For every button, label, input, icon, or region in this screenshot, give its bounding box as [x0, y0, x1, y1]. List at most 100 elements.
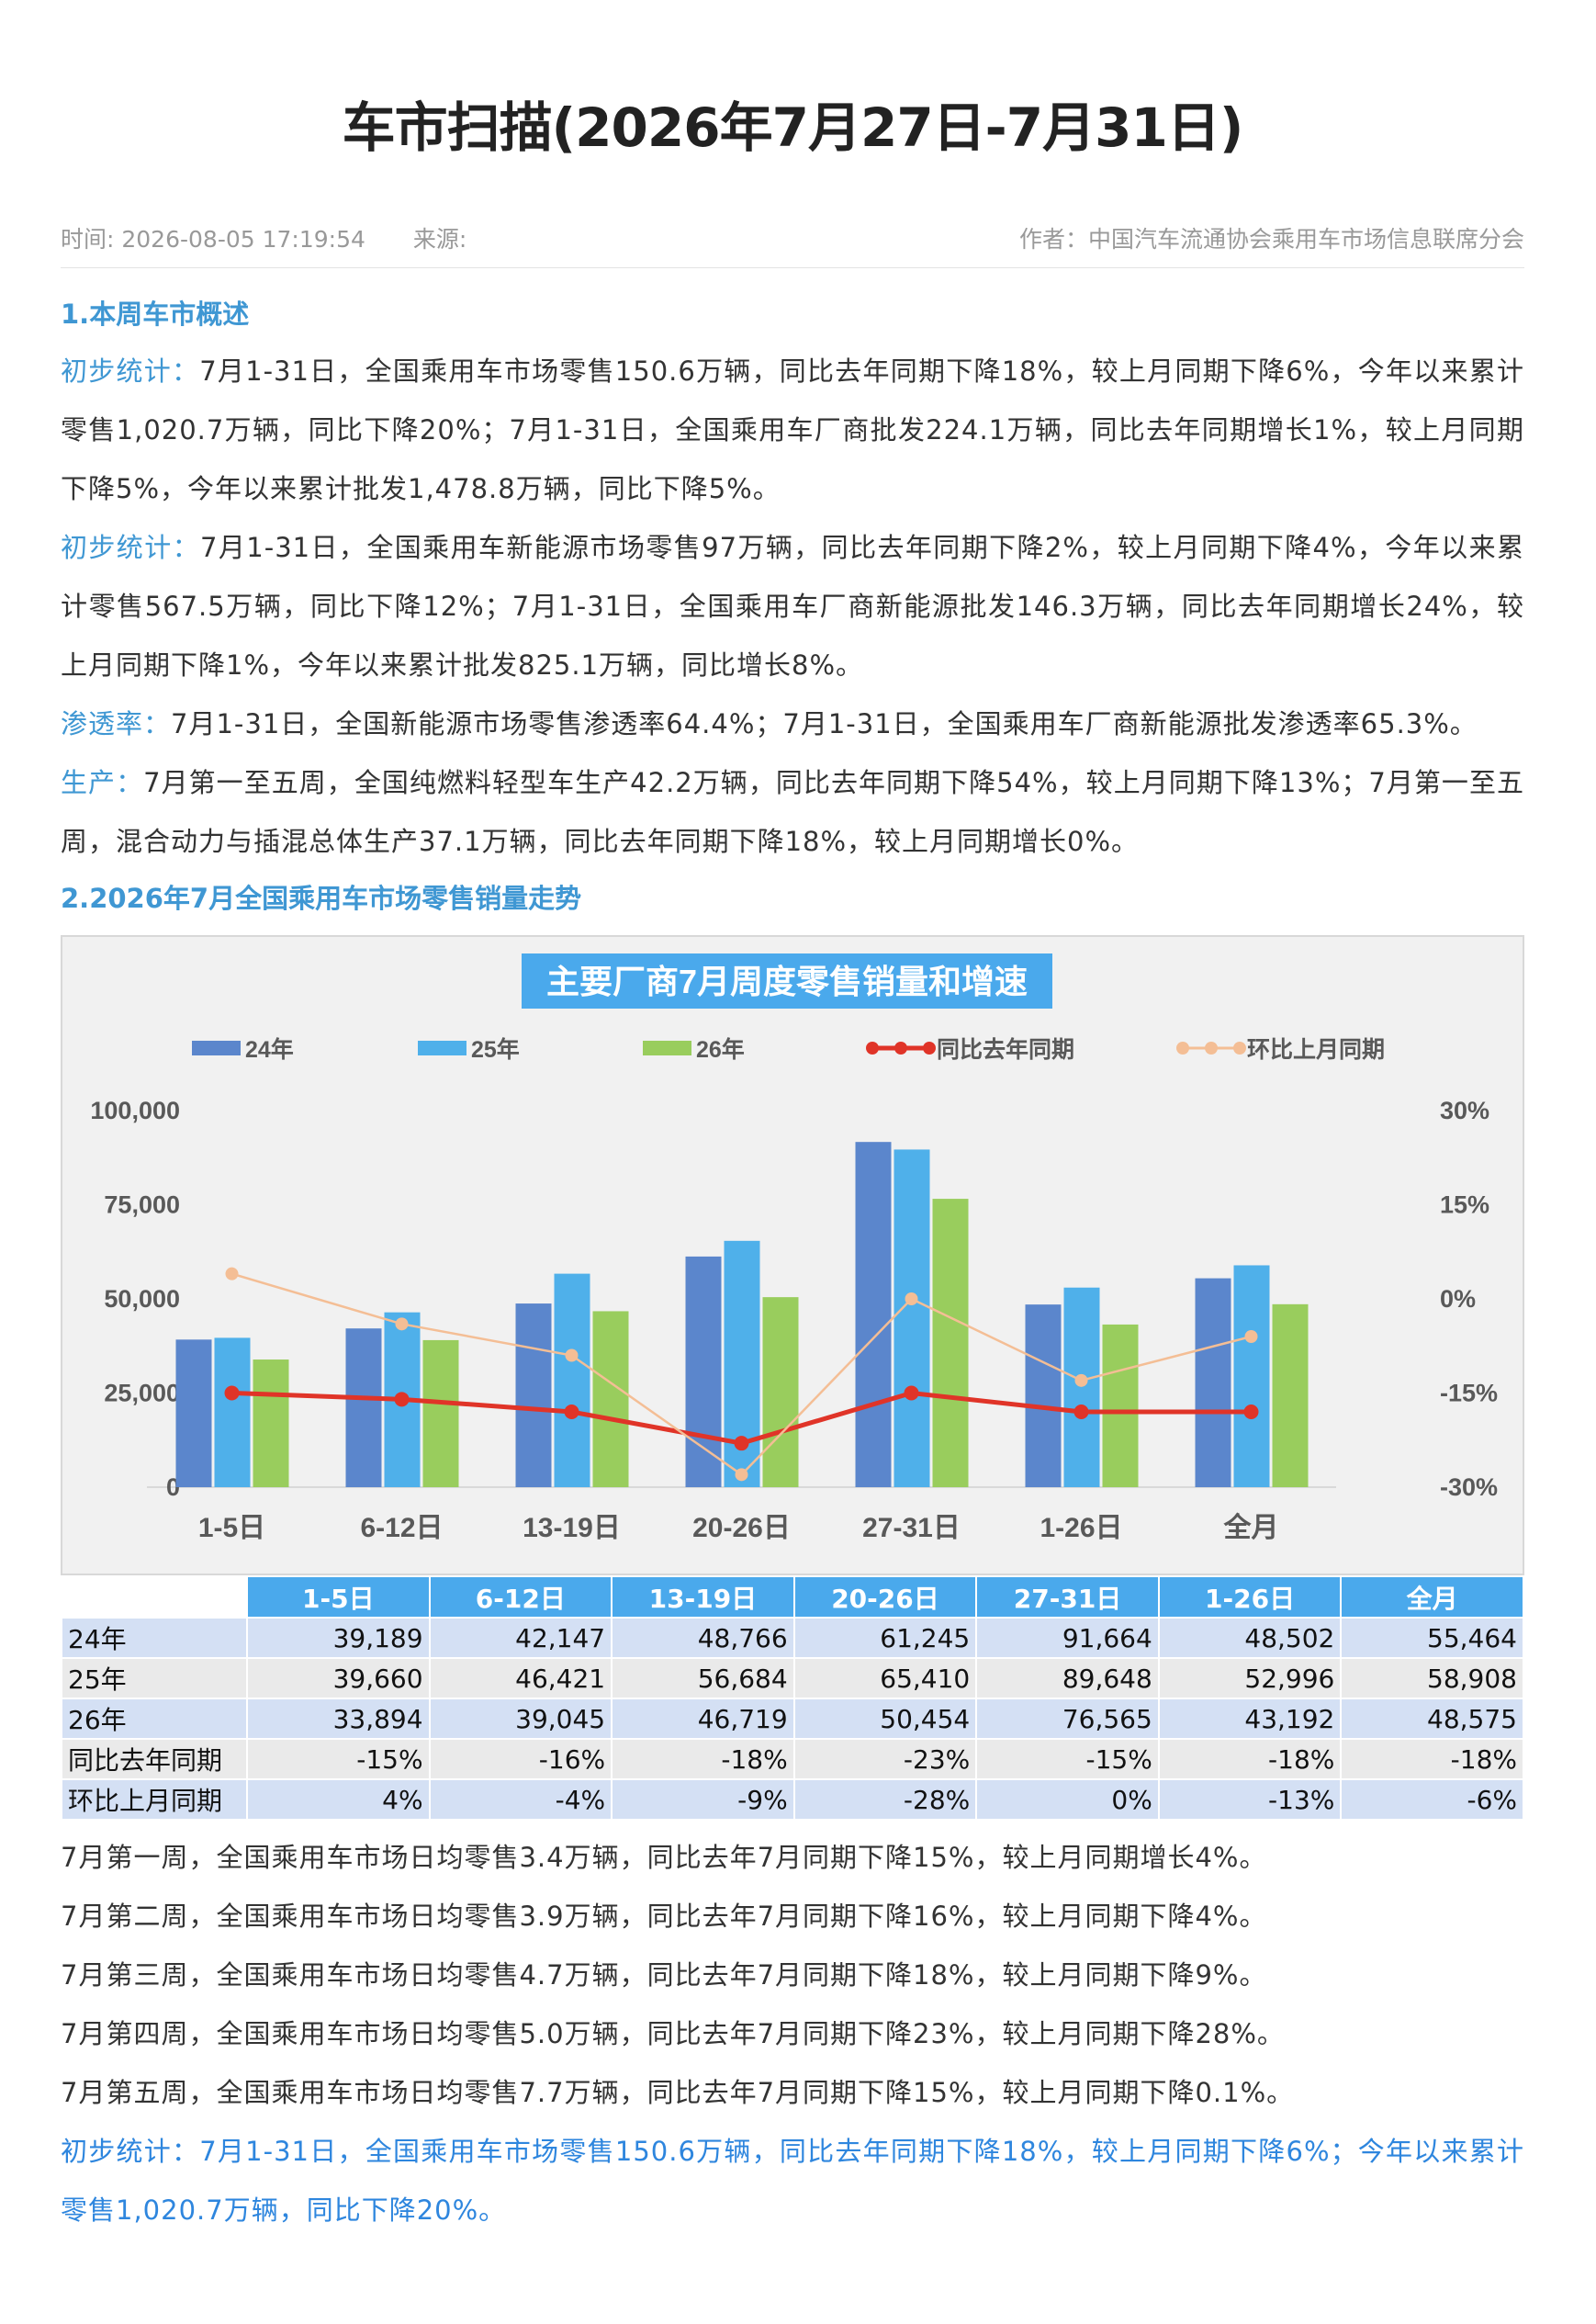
legend-label: 同比去年同期 [937, 1036, 1074, 1063]
table-cell: -15% [246, 1738, 431, 1780]
table-row-label: 环比上月同期 [61, 1778, 248, 1821]
page-title: 车市扫描(2026年7月27日-7月31日) [342, 96, 1244, 159]
legend-marker-环比上月同期 [1176, 1042, 1189, 1055]
table-cell: -18% [611, 1738, 795, 1780]
table-cell: 61,245 [792, 1617, 978, 1659]
x-tick-label: 1-5日 [198, 1513, 265, 1543]
bar-24年 [345, 1328, 382, 1487]
sales-chart: 主要厂商7月周度零售销量和增速 0 25,000 50,000 75,000 100,00… [61, 935, 1524, 1575]
table-cell: 55,464 [1340, 1617, 1524, 1659]
y-right-tick-label: 30% [1440, 1097, 1489, 1124]
table-cell: 65,410 [792, 1657, 978, 1699]
x-tick-label: 全月 [1223, 1512, 1279, 1543]
point-同比去年同期 [1243, 1405, 1259, 1419]
bar-26年 [253, 1359, 289, 1487]
paragraph-text: 7月1-31日，全国乘用车新能源市场零售97万辆，同比去年同期下降2%，较上月同… [61, 532, 1524, 681]
author: 作者：中国汽车流通协会乘用车市场信息联席分会 [1018, 226, 1524, 253]
point-同比去年同期 [1073, 1405, 1089, 1419]
bar-24年 [175, 1339, 212, 1487]
table-row: 24年 39,189 42,147 48,766 61,245 91,664 48,502 5… [61, 1617, 1524, 1659]
paragraph-production: 生产：7月第一至五周，全国纯燃料轻型车生产42.2万辆，同比去年同期下降54%，… [61, 753, 1524, 871]
table-cell: 33,894 [246, 1698, 431, 1740]
table-cell: -9% [611, 1778, 795, 1821]
table-header-row: 1-5日 6-12日 13-19日 20-26日 27-31日 1-26日 全月 [61, 1575, 1524, 1619]
table-cell: 46,421 [428, 1657, 613, 1699]
legend-marker-同比去年同期 [923, 1042, 936, 1055]
article: 车市扫描(2026年7月27日-7月31日) 时间: 2026-08-05 17… [61, 0, 1524, 2239]
legend-label: 26年 [696, 1036, 745, 1063]
y-right-tick-label: -15% [1440, 1380, 1498, 1407]
table-cell: 52,996 [1157, 1657, 1343, 1699]
table-header-cell [61, 1575, 248, 1619]
legend-label: 25年 [471, 1036, 520, 1063]
bar-24年 [685, 1256, 722, 1487]
table-cell: -18% [1157, 1738, 1343, 1780]
y-left-tick-label: 75,000 [104, 1191, 180, 1219]
table-cell: 39,045 [428, 1698, 613, 1740]
table-header-cell: 1-5日 [246, 1575, 431, 1619]
paragraph-label: 生产： [61, 767, 144, 798]
bar-25年 [1063, 1287, 1100, 1487]
paragraph-text: 7月1-31日，全国新能源市场零售渗透率64.4%；7月1-31日，全国乘用车厂… [171, 708, 1478, 739]
legend-marker-同比去年同期 [894, 1042, 907, 1055]
table-row-label: 24年 [61, 1617, 248, 1659]
note-week-2: 7月第二周，全国乘用车市场日均零售3.9万辆，同比去年7月同期下降16%，较上月… [61, 1901, 1267, 1932]
bar-26年 [932, 1199, 969, 1487]
legend-marker-环比上月同期 [1205, 1042, 1218, 1055]
table-header-cell: 全月 [1340, 1575, 1524, 1619]
table-cell: 89,648 [975, 1657, 1160, 1699]
bar-24年 [855, 1142, 892, 1487]
table-row: 25年 39,660 46,421 56,684 65,410 89,648 52,996 5… [61, 1657, 1524, 1699]
section-title-trend: 2.2026年7月全国乘用车市场零售销量走势 [61, 883, 582, 914]
table-cell: -23% [792, 1738, 978, 1780]
chart-title: 主要厂商7月周度零售销量和增速 [546, 963, 1028, 1000]
point-环比上月同期 [395, 1317, 409, 1331]
paragraph-penetration: 渗透率：7月1-31日，全国新能源市场零售渗透率64.4%；7月1-31日，全国… [61, 694, 1524, 753]
note-week-3: 7月第三周，全国乘用车市场日均零售4.7万辆，同比去年7月同期下降18%，较上月… [61, 1959, 1267, 1991]
article-meta: 时间: 2026-08-05 17:19:54 来源: 作者：中国汽车流通协会乘… [61, 221, 1524, 268]
chart-canvas: 主要厂商7月周度零售销量和增速025,00050,00075,000100,00… [90, 953, 1498, 1543]
bar-26年 [422, 1339, 459, 1487]
table-header-cell: 13-19日 [611, 1575, 795, 1619]
sales-table: 1-5日 6-12日 13-19日 20-26日 27-31日 1-26日 全月… [61, 1575, 1524, 1821]
note-week-4: 7月第四周，全国乘用车市场日均零售5.0万辆，同比去年7月同期下降23%，较上月… [61, 2018, 1285, 2049]
point-同比去年同期 [224, 1385, 240, 1401]
point-同比去年同期 [564, 1405, 579, 1419]
table-cell: 0% [975, 1778, 1160, 1821]
legend-swatch-26年 [643, 1041, 691, 1055]
point-同比去年同期 [904, 1385, 919, 1401]
point-环比上月同期 [1074, 1373, 1088, 1387]
table-cell: 76,565 [975, 1698, 1160, 1740]
bar-25年 [1233, 1265, 1270, 1487]
table-cell: 39,660 [246, 1657, 431, 1699]
y-left-tick-label: 25,000 [104, 1380, 180, 1407]
note-week-1: 7月第一周，全国乘用车市场日均零售3.4万辆，同比去年7月同期下降15%，较上月… [61, 1842, 1267, 1873]
x-tick-label: 13-19日 [523, 1513, 621, 1543]
x-tick-label: 27-31日 [862, 1513, 961, 1543]
weekly-notes: 7月第一周，全国乘用车市场日均零售3.4万辆，同比去年7月同期下降15%，较上月… [61, 1828, 1524, 2239]
table-cell: -15% [975, 1738, 1160, 1780]
paragraph-label: 渗透率： [61, 708, 172, 739]
table-cell: -18% [1340, 1738, 1524, 1780]
point-环比上月同期 [225, 1267, 239, 1280]
paragraph-text: 7月第一至五周，全国纯燃料轻型车生产42.2万辆，同比去年同期下降54%，较上月… [61, 767, 1524, 857]
x-tick-label: 20-26日 [692, 1513, 791, 1543]
legend-label: 环比上月同期 [1247, 1037, 1385, 1063]
bar-24年 [515, 1303, 552, 1487]
table-cell: 46,719 [611, 1698, 795, 1740]
table-cell: -16% [428, 1738, 613, 1780]
bar-26年 [592, 1311, 629, 1487]
paragraph-label: 初步统计： [61, 355, 200, 387]
point-同比去年同期 [394, 1392, 410, 1407]
table-cell: 50,454 [792, 1698, 978, 1740]
table-cell: 48,502 [1157, 1617, 1343, 1659]
table-row-label: 26年 [61, 1698, 248, 1740]
table-cell: 42,147 [428, 1617, 613, 1659]
table-cell: 58,908 [1340, 1657, 1524, 1699]
x-tick-label: 6-12日 [360, 1513, 443, 1543]
bar-26年 [1272, 1303, 1309, 1487]
bar-25年 [894, 1149, 930, 1487]
table-cell: -13% [1157, 1778, 1343, 1821]
legend-swatch-25年 [418, 1041, 466, 1055]
bar-26年 [1102, 1324, 1139, 1487]
